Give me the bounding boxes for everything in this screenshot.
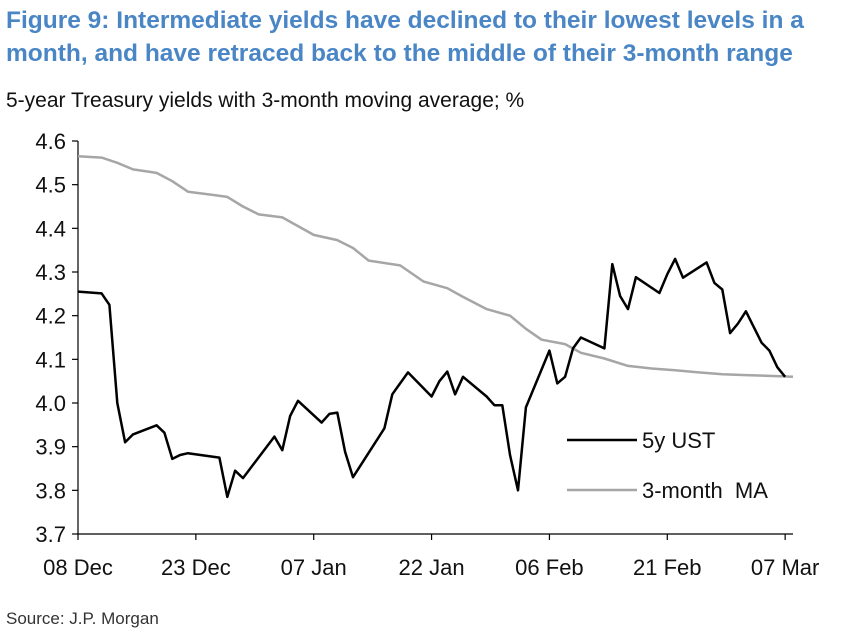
x-tick-label: 07 Mar [751,555,819,580]
y-tick-label: 4.0 [35,391,66,416]
x-tick-label: 06 Feb [515,555,584,580]
legend-label-ust: 5y UST [642,428,715,453]
y-tick-label: 4.6 [35,129,66,154]
chart-series [77,155,794,499]
y-tick-label: 4.5 [35,173,66,198]
x-tick-label: 22 Jan [399,555,465,580]
legend-label-ma: 3-month MA [642,478,768,503]
y-tick-label: 3.8 [35,478,66,503]
series-line-3-month-ma [77,155,794,379]
chart-legend: 5y UST 3-month MA [567,428,768,503]
y-tick-label: 4.2 [35,304,66,329]
y-tick-label: 4.4 [35,216,66,241]
y-tick-label: 4.1 [35,347,66,372]
chart-subtitle: 5-year Treasury yields with 3-month movi… [6,89,525,112]
x-tick-label: 23 Dec [161,555,231,580]
source-note: Source: J.P. Morgan [6,609,159,628]
y-tick-label: 3.9 [35,435,66,460]
x-tick-label: 08 Dec [43,555,113,580]
y-tick-label: 3.7 [35,522,66,547]
x-tick-label: 07 Jan [281,555,347,580]
chart-title: Figure 9: Intermediate yields have decli… [6,7,804,67]
line-chart: 4.6 4.5 4.4 4.3 4.2 4.1 4.0 3.9 3.8 3.7 08 Dec 23 D… [35,129,819,580]
series-line-5y-ust [77,257,787,499]
chart-axes: 4.6 4.5 4.4 4.3 4.2 4.1 4.0 3.9 3.8 3.7 08 Dec 23 D… [35,129,819,580]
y-tick-label: 4.3 [35,260,66,285]
x-tick-label: 21 Feb [633,555,702,580]
